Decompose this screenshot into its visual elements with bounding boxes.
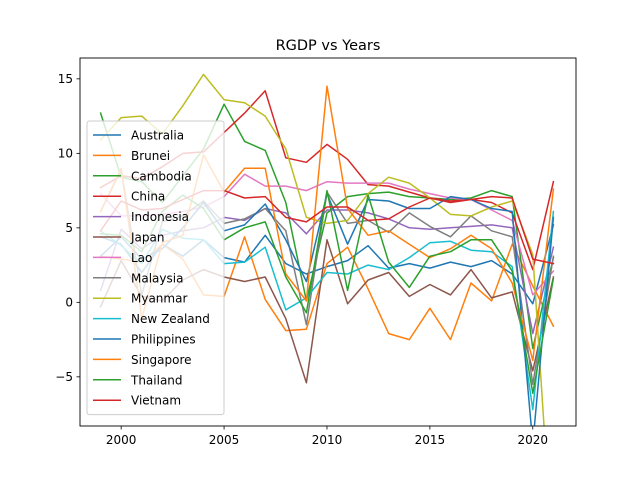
legend-label: China [131, 190, 165, 204]
y-tick-label: 10 [58, 147, 73, 161]
y-tick-label: 15 [58, 72, 73, 86]
legend-label: Australia [131, 129, 184, 143]
legend-label: Vietnam [131, 394, 181, 408]
legend-label: Lao [131, 251, 152, 265]
plot-area-frame [79, 57, 577, 427]
x-tick-label: 2015 [415, 433, 446, 447]
legend-label: Malaysia [131, 271, 183, 285]
legend-label: Japan [130, 231, 164, 245]
legend-label: Indonesia [131, 210, 189, 224]
legend-label: Singapore [131, 353, 192, 367]
x-tick-label: 2010 [312, 433, 343, 447]
chart-title: RGDP vs Years [276, 38, 381, 54]
legend-label: Philippines [131, 333, 196, 347]
y-tick-label: −5 [55, 370, 73, 384]
legend-label: Cambodia [131, 169, 192, 183]
legend-label: Myanmar [131, 292, 187, 306]
x-tick-label: 2020 [518, 433, 549, 447]
x-tick-label: 2000 [106, 433, 137, 447]
x-tick-label: 2005 [209, 433, 240, 447]
y-tick-label: 5 [65, 221, 73, 235]
x-axis: 2000 2005 2010 2015 2020 [106, 426, 548, 447]
legend-label: New Zealand [131, 312, 210, 326]
series-line-myanmar [99, 73, 545, 426]
legend-box [86, 120, 225, 416]
legend-label: Brunei [131, 149, 170, 163]
y-tick-label: 0 [65, 296, 73, 310]
legend: Australia Brunei Cambodia China Indonesia Jap… [86, 120, 225, 416]
legend-label: Thailand [130, 373, 183, 387]
y-axis: −5 0 5 10 15 [55, 72, 80, 384]
